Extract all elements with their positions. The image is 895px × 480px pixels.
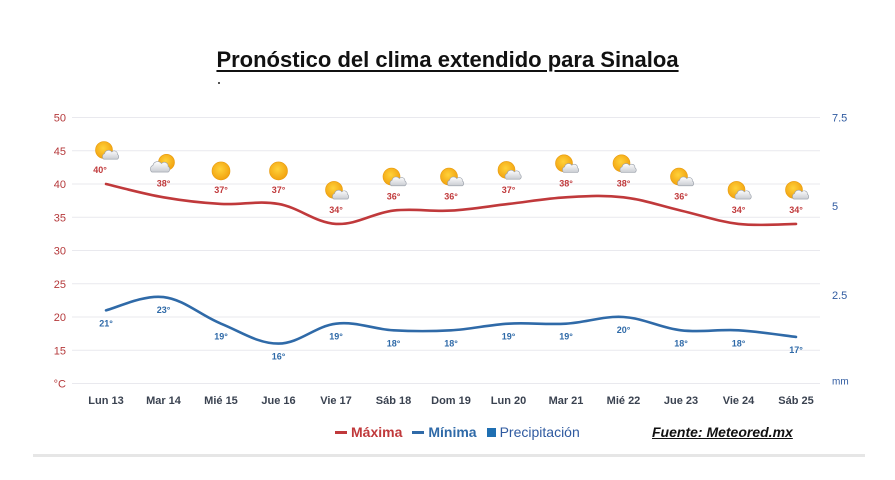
max-temp-data-label: 40° [93, 165, 107, 175]
y-left-tick-label: 40 [54, 179, 66, 191]
y-right-unit: mm [832, 377, 849, 388]
y-right-tick-label: 7.5 [832, 112, 847, 124]
legend-max-label: Máxima [351, 424, 403, 440]
min-temp-data-label: 18° [674, 338, 688, 348]
max-temp-data-label: 36° [444, 192, 458, 202]
sun-cloud-icon [612, 154, 637, 173]
max-temp-data-label: 34° [329, 205, 343, 215]
sun-cloud-icon [95, 141, 119, 160]
chart-title: Pronóstico del clima extendido para Sina… [216, 47, 679, 72]
min-temp-data-label: 18° [387, 338, 401, 348]
min-temp-data-label: 18° [732, 338, 746, 348]
min-temp-data-label: 20° [617, 325, 631, 335]
max-temp-data-label: 34° [789, 205, 803, 215]
x-tick-label: Dom 19 [431, 395, 471, 407]
max-temp-line [104, 182, 798, 227]
min-temp-data-label: 21° [99, 318, 113, 328]
max-temp-data-label: 37° [214, 185, 228, 195]
sun-cloud-icon [670, 167, 694, 187]
cloud-shape [389, 176, 407, 187]
y-left-unit: °C [54, 379, 66, 391]
x-tick-label: Jue 23 [664, 395, 698, 407]
max-temp-data-label: 38° [617, 178, 631, 188]
x-tick-label: Lun 20 [491, 395, 526, 407]
max-temp-data-label: 37° [272, 185, 286, 195]
min-temp-data-label: 17° [789, 345, 803, 355]
max-temp-data-label: 36° [674, 192, 688, 202]
cloud-shape [504, 170, 522, 180]
source-credit: Fuente: Meteored.mx [652, 424, 793, 440]
x-tick-label: Mié 15 [204, 395, 238, 407]
cloud-shape [734, 189, 752, 200]
min-temp-data-label: 18° [444, 338, 458, 348]
cloud-shape [332, 189, 349, 200]
y-left-tick-label: 50 [54, 113, 66, 125]
y-left-tick-label: 25 [54, 279, 66, 291]
x-tick-label: Mié 22 [607, 395, 641, 407]
sun-icon [269, 161, 288, 181]
min-temp-line [104, 295, 798, 345]
y-right-tick-label: 2.5 [832, 290, 847, 302]
cloud-shape [150, 161, 170, 173]
legend-min[interactable]: Mínima [412, 424, 477, 440]
min-temp-data-label: 19° [502, 332, 516, 342]
cloud-shape [562, 163, 579, 173]
x-tick-label: Mar 14 [146, 395, 182, 407]
x-tick-label: Jue 16 [261, 395, 295, 407]
x-tick-label: Vie 17 [320, 395, 352, 407]
legend-precip[interactable]: Precipitación [486, 424, 580, 440]
x-tick-label: Vie 24 [723, 395, 755, 407]
cloud-shape [677, 176, 694, 187]
y-left-tick-label: 45 [54, 146, 66, 158]
sun-icon [211, 161, 231, 181]
sun-cloud-icon [727, 181, 752, 200]
sun-disc [269, 161, 288, 181]
sun-cloud-icon [440, 167, 464, 187]
y-left-tick-label: 30 [54, 246, 66, 258]
max-temp-data-label: 34° [732, 205, 746, 215]
legend-min-swatch [412, 430, 425, 434]
max-temp-data-label: 38° [157, 178, 171, 188]
chart-legend: Máxima Mínima Precipitación [335, 424, 590, 440]
max-temp-data-label: 38° [559, 178, 573, 188]
min-temp-data-label: 16° [272, 352, 286, 362]
cloud-shape [447, 176, 464, 187]
legend-max[interactable]: Máxima [335, 424, 402, 440]
y-left-tick-label: 35 [54, 212, 66, 224]
x-tick-label: Mar 21 [549, 395, 584, 407]
min-temp-data-label: 19° [329, 332, 343, 342]
sun-cloud-icon [382, 167, 407, 187]
legend-precip-label: Precipitación [499, 424, 580, 440]
legend-min-label: Mínima [428, 424, 477, 440]
cloud-shape [792, 189, 809, 200]
sun-cloud-icon [497, 161, 522, 180]
max-temp-data-label: 37° [502, 185, 516, 195]
y-left-tick-label: 20 [54, 312, 66, 324]
legend-max-swatch [335, 430, 347, 434]
sun-cloud-icon [325, 181, 349, 200]
footer-divider [33, 454, 865, 457]
x-tick-label: Lun 13 [88, 395, 123, 407]
x-tick-label: Sáb 18 [376, 395, 411, 407]
x-tick-label: Sáb 25 [778, 395, 813, 407]
sun-cloud-icon [785, 181, 809, 200]
y-left-tick-label: 15 [54, 345, 66, 357]
cloud-sun-icon [150, 154, 175, 173]
min-temp-data-label: 19° [214, 332, 228, 342]
sun-cloud-icon [555, 154, 579, 173]
cloud-shape [102, 150, 119, 160]
max-temp-data-label: 36° [387, 192, 401, 202]
sun-disc [211, 161, 231, 181]
legend-precip-swatch [486, 427, 496, 437]
min-temp-data-label: 23° [157, 305, 171, 315]
cloud-shape [619, 163, 637, 173]
y-right-tick-label: 5 [832, 201, 838, 213]
min-temp-data-label: 19° [559, 332, 573, 342]
decorative-dot [218, 82, 220, 84]
